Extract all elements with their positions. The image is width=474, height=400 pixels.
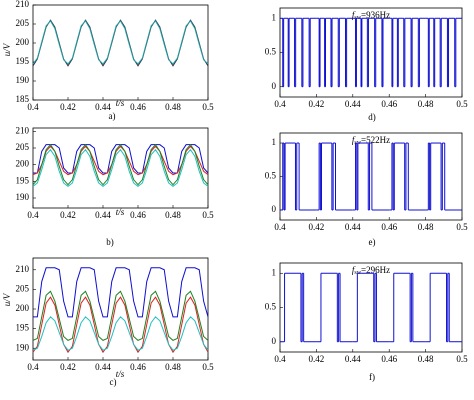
- y-tick-label: 205: [16, 142, 30, 152]
- x-tick-label: 0.44: [95, 102, 111, 112]
- x-tick-label: 0.44: [345, 354, 361, 364]
- x-axis-label: t/s: [116, 98, 125, 108]
- y-tick-label: 190: [16, 192, 30, 202]
- x-tick-label: 0.42: [60, 362, 76, 372]
- x-tick-label: 0.5: [202, 210, 214, 220]
- x-tick-label: 0.42: [309, 354, 325, 364]
- x-tick-label: 0.44: [95, 362, 111, 372]
- y-tick-label: 0: [272, 81, 277, 91]
- x-tick-label: 0.48: [418, 222, 434, 232]
- y-tick-label: 195: [16, 56, 30, 66]
- y-tick-label: 0.5: [265, 171, 277, 181]
- x-tick-label: 0.48: [418, 99, 434, 109]
- x-tick-label: 0.4: [274, 222, 286, 232]
- y-tick-label: 190: [16, 75, 30, 85]
- x-tick-label: 0.42: [60, 210, 76, 220]
- x-tick-label: 0.44: [95, 210, 111, 220]
- y-tick-label: 185: [16, 94, 30, 104]
- plot-frame: [32, 127, 209, 209]
- x-axis-label: t/s: [116, 369, 125, 379]
- x-tick-label: 0.4: [27, 362, 39, 372]
- x-tick-label: 0.42: [309, 222, 325, 232]
- annotation: fsw=936Hz: [352, 10, 390, 21]
- annotation-part: =296Hz: [361, 265, 390, 275]
- y-tick-label: 0: [272, 204, 277, 214]
- x-tick-label: 0.46: [381, 354, 397, 364]
- x-tick-label: 0.46: [130, 102, 146, 112]
- y-axis-label: u/V: [2, 292, 12, 306]
- x-tick-label: 0.46: [381, 99, 397, 109]
- x-tick-label: 0.46: [381, 222, 397, 232]
- x-tick-label: 0.4: [27, 210, 39, 220]
- caption: e): [369, 237, 376, 247]
- series-line: [32, 316, 209, 351]
- y-tick-label: 210: [16, 125, 30, 135]
- y-tick-label: 0.5: [265, 47, 277, 57]
- x-tick-label: 0.4: [274, 354, 286, 364]
- series-line: [32, 296, 209, 354]
- x-axis-label: t/s: [116, 207, 125, 217]
- x-tick-label: 0.48: [165, 210, 181, 220]
- series-line: [32, 143, 209, 186]
- x-tick-label: 0.42: [309, 99, 325, 109]
- y-axis-label: u/V: [2, 42, 12, 56]
- y-tick-label: 210: [16, 0, 30, 9]
- x-tick-label: 0.42: [60, 102, 76, 112]
- annotation-part: =936Hz: [361, 10, 390, 20]
- y-tick-label: 190: [16, 342, 30, 352]
- x-tick-label: 0.4: [27, 102, 39, 112]
- y-tick-label: 205: [16, 283, 30, 293]
- x-tick-label: 0.48: [165, 102, 181, 112]
- x-tick-label: 0.5: [456, 99, 468, 109]
- series-line: [32, 290, 209, 341]
- annotation-part: f: [352, 135, 356, 145]
- caption: b): [106, 237, 114, 247]
- caption: d): [368, 112, 376, 122]
- series-line: [32, 145, 209, 176]
- x-tick-label: 0.48: [418, 354, 434, 364]
- plot-frame: [32, 4, 209, 101]
- x-tick-label: 0.5: [202, 362, 214, 372]
- y-tick-label: 1: [272, 137, 277, 147]
- annotation-part: f: [352, 10, 356, 20]
- y-tick-label: 0: [272, 336, 277, 346]
- annotation-part: =522Hz: [361, 135, 390, 145]
- x-tick-label: 0.44: [345, 222, 361, 232]
- annotation-part: f: [352, 265, 356, 275]
- x-tick-label: 0.4: [274, 99, 286, 109]
- x-tick-label: 0.48: [165, 362, 181, 372]
- y-tick-label: 210: [16, 264, 30, 274]
- x-tick-label: 0.5: [202, 102, 214, 112]
- x-tick-label: 0.46: [130, 362, 146, 372]
- y-tick-label: 195: [16, 175, 30, 185]
- y-tick-label: 200: [16, 159, 30, 169]
- series-line: [33, 267, 209, 318]
- y-tick-label: 200: [16, 303, 30, 313]
- y-tick-label: 195: [16, 323, 30, 333]
- y-tick-label: 0.5: [265, 302, 277, 312]
- y-tick-label: 205: [16, 18, 30, 28]
- plot-frame: [279, 262, 463, 353]
- plot-frame: [279, 132, 463, 221]
- y-tick-label: 200: [16, 37, 30, 47]
- caption: a): [109, 111, 116, 121]
- series-line: [32, 20, 209, 65]
- y-tick-label: 1: [272, 12, 277, 22]
- series-line: [32, 148, 209, 187]
- x-tick-label: 0.5: [456, 222, 468, 232]
- x-tick-label: 0.46: [130, 210, 146, 220]
- x-tick-label: 0.44: [345, 99, 361, 109]
- x-tick-label: 0.5: [456, 354, 468, 364]
- y-tick-label: 1: [272, 267, 277, 277]
- caption: f): [369, 372, 375, 382]
- caption: c): [110, 377, 117, 387]
